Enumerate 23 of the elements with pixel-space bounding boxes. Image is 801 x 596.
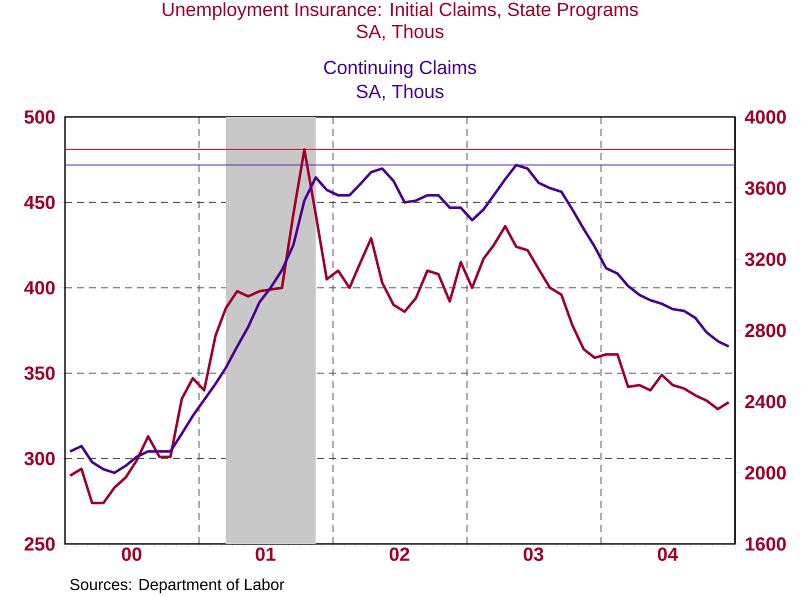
y2-tick-label: 2400 — [745, 394, 786, 408]
y-tick-label: 400 — [24, 281, 55, 294]
x-tick-label: 04 — [658, 548, 678, 561]
y2-tick-label: 2000 — [745, 466, 786, 480]
x-tick-label: 01 — [256, 548, 276, 561]
x-tick-label: 00 — [122, 548, 142, 561]
text: SA, Thous — [356, 24, 444, 40]
text: Unemployment Insurance: Initial Claims, State Programs — [162, 2, 638, 20]
y-tick-label: 450 — [24, 196, 55, 210]
y-tick-label: 350 — [24, 366, 55, 380]
x-tick-label: 03 — [524, 548, 544, 561]
y2-tick-label: 2800 — [745, 324, 786, 338]
y-tick-label: 500 — [24, 110, 55, 124]
source-note: Sources: Department of Labor — [70, 578, 284, 594]
y-tick-label: 300 — [24, 452, 55, 466]
y2-tick-label: 4000 — [744, 110, 786, 124]
y2-tick-label: 3200 — [744, 252, 786, 266]
y2-tick-label: 1600 — [746, 537, 786, 551]
text: Continuing Claims — [324, 60, 476, 78]
y2-tick-label: 3600 — [744, 181, 786, 195]
x-tick-label: 02 — [390, 548, 410, 561]
text: SA, Thous — [356, 84, 444, 100]
y-tick-label: 250 — [24, 537, 55, 551]
